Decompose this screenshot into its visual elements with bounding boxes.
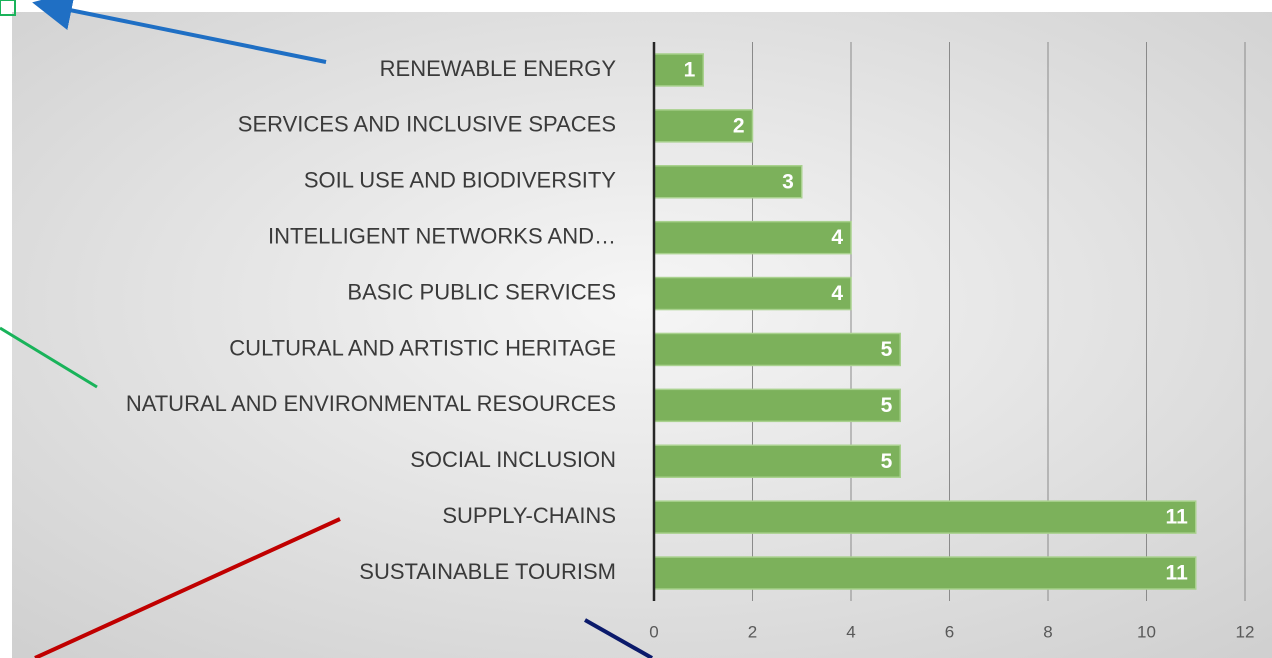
- bar: [653, 276, 852, 311]
- y-tick-label: SOCIAL INCLUSION: [410, 447, 616, 472]
- bar: [653, 53, 704, 87]
- y-tick-label: CULTURAL AND ARTISTIC HERITAGE: [229, 335, 616, 360]
- x-tick-label: 6: [945, 622, 954, 641]
- bar: [653, 556, 1197, 590]
- bar: [653, 444, 901, 478]
- x-tick-label: 10: [1137, 622, 1156, 641]
- y-tick-label: SERVICES AND INCLUSIVE SPACES: [238, 112, 616, 137]
- x-tick-label: 0: [649, 622, 658, 641]
- bar: [653, 165, 803, 199]
- annotation-line: [0, 326, 98, 389]
- x-tick-label: 12: [1236, 622, 1255, 641]
- annotation-box: [0, 0, 16, 16]
- y-tick-label: RENEWABLE ENERGY: [380, 56, 617, 81]
- data-label: 5: [881, 450, 893, 473]
- bars: RENEWABLE ENERGY 1 SERVICES AND INCLUSIVE …: [126, 53, 1197, 590]
- y-tick-label: SOIL USE AND BIODIVERSITY: [304, 168, 616, 193]
- x-tick-label: 4: [846, 622, 855, 641]
- bar: [653, 388, 901, 423]
- y-tick-label: NATURAL AND ENVIRONMENTAL RESOURCES: [126, 391, 616, 416]
- data-label: 2: [733, 114, 745, 137]
- bar: [653, 332, 901, 367]
- data-label: 4: [831, 226, 843, 249]
- y-tick-label: SUPPLY-CHAINS: [442, 503, 616, 528]
- data-label: 5: [881, 394, 893, 417]
- plot-background: [12, 12, 1272, 658]
- y-tick-label: SUSTAINABLE TOURISM: [359, 559, 616, 584]
- annotation-arrow: [32, 0, 327, 64]
- annotation-line: [34, 517, 341, 658]
- bar: [653, 500, 1197, 534]
- data-label: 4: [831, 282, 843, 305]
- annotation-line: [584, 618, 653, 658]
- x-tick-label: 2: [748, 622, 757, 641]
- data-label: 3: [782, 170, 794, 193]
- y-tick-label: BASIC PUBLIC SERVICES: [347, 279, 616, 304]
- data-label: 11: [1166, 562, 1189, 585]
- x-tick-label: 8: [1043, 622, 1052, 641]
- data-label: 11: [1166, 506, 1189, 529]
- data-label: 1: [684, 58, 696, 81]
- data-label: 5: [881, 338, 893, 361]
- bar: [653, 220, 852, 255]
- y-tick-label: INTELLIGENT NETWORKS AND…: [268, 223, 616, 248]
